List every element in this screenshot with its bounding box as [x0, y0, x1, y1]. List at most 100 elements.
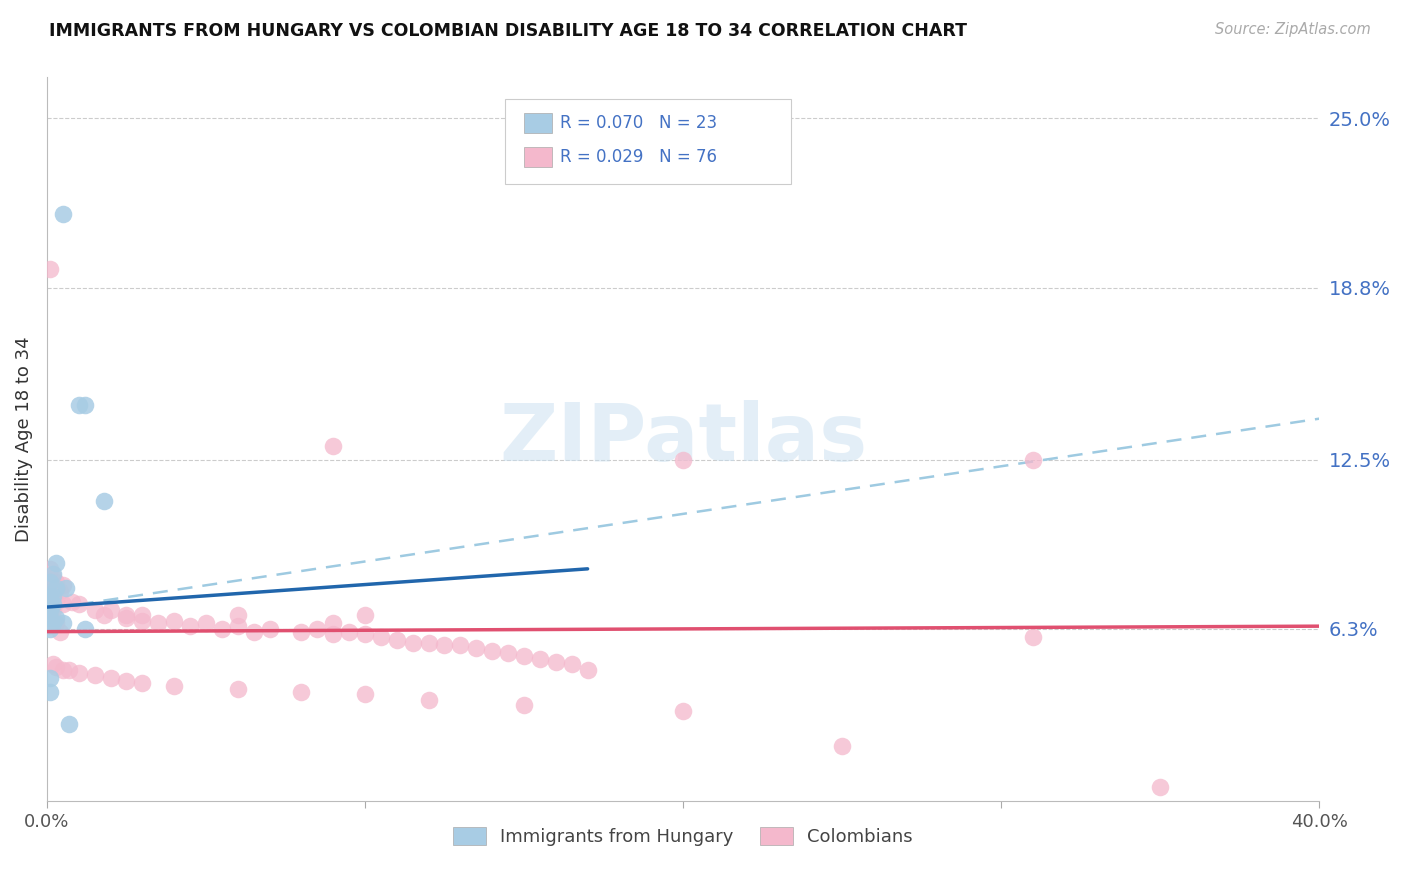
Point	[42, 603, 65, 617]
Point	[163, 679, 186, 693]
Point	[100, 671, 122, 685]
Point	[42, 575, 65, 590]
Point	[39, 611, 62, 625]
Point	[226, 619, 249, 633]
Point	[290, 624, 312, 639]
Point	[67, 597, 90, 611]
Point	[39, 562, 62, 576]
Y-axis label: Disability Age 18 to 34: Disability Age 18 to 34	[15, 336, 32, 542]
Point	[322, 616, 344, 631]
Point	[242, 624, 264, 639]
Point	[45, 557, 67, 571]
Point	[45, 575, 67, 590]
Point	[39, 622, 62, 636]
Point	[115, 608, 138, 623]
Point	[831, 739, 853, 754]
Point	[418, 635, 440, 649]
Point	[52, 616, 75, 631]
Point	[259, 622, 281, 636]
Point	[45, 660, 67, 674]
Text: ZIPatlas: ZIPatlas	[499, 401, 868, 478]
Point	[322, 627, 344, 641]
FancyBboxPatch shape	[524, 113, 553, 133]
Point	[93, 608, 115, 623]
Point	[58, 717, 80, 731]
Point	[55, 581, 77, 595]
Point	[42, 589, 65, 603]
Point	[39, 671, 62, 685]
Point	[39, 684, 62, 698]
Point	[52, 578, 75, 592]
Point	[226, 681, 249, 696]
Point	[42, 597, 65, 611]
Point	[42, 657, 65, 672]
Point	[93, 493, 115, 508]
Point	[45, 594, 67, 608]
FancyBboxPatch shape	[524, 147, 553, 167]
Legend: Immigrants from Hungary, Colombians: Immigrants from Hungary, Colombians	[446, 820, 921, 854]
Point	[67, 665, 90, 680]
Point	[73, 398, 96, 412]
Text: IMMIGRANTS FROM HUNGARY VS COLOMBIAN DISABILITY AGE 18 TO 34 CORRELATION CHART: IMMIGRANTS FROM HUNGARY VS COLOMBIAN DIS…	[49, 22, 967, 40]
Point	[179, 619, 201, 633]
Point	[433, 638, 456, 652]
Point	[45, 611, 67, 625]
Point	[52, 597, 75, 611]
Point	[52, 207, 75, 221]
FancyBboxPatch shape	[505, 99, 792, 184]
Point	[48, 583, 70, 598]
Point	[290, 684, 312, 698]
Point	[513, 698, 536, 713]
Point	[194, 616, 217, 631]
Point	[131, 608, 153, 623]
Point	[307, 622, 329, 636]
Point	[226, 608, 249, 623]
Point	[52, 663, 75, 677]
Point	[45, 616, 67, 631]
Point	[211, 622, 233, 636]
Point	[39, 603, 62, 617]
Point	[39, 606, 62, 620]
Point	[496, 647, 519, 661]
Point	[39, 575, 62, 590]
Text: Source: ZipAtlas.com: Source: ZipAtlas.com	[1215, 22, 1371, 37]
Point	[337, 624, 360, 639]
Point	[465, 640, 488, 655]
Point	[115, 611, 138, 625]
Text: R = 0.070   N = 23: R = 0.070 N = 23	[560, 114, 717, 132]
Point	[354, 687, 377, 701]
Point	[39, 594, 62, 608]
Point	[672, 452, 695, 467]
Point	[131, 676, 153, 690]
Point	[1149, 780, 1171, 795]
Point	[42, 570, 65, 584]
Point	[561, 657, 583, 672]
Point	[39, 619, 62, 633]
Point	[576, 663, 599, 677]
Point	[39, 261, 62, 276]
Point	[73, 622, 96, 636]
Point	[131, 614, 153, 628]
Point	[42, 616, 65, 631]
Point	[83, 668, 105, 682]
Point	[83, 603, 105, 617]
Point	[39, 600, 62, 615]
Point	[1022, 630, 1045, 644]
Point	[449, 638, 471, 652]
Point	[45, 581, 67, 595]
Point	[58, 663, 80, 677]
Point	[1022, 452, 1045, 467]
Point	[322, 439, 344, 453]
Point	[115, 673, 138, 688]
Point	[39, 589, 62, 603]
Point	[354, 627, 377, 641]
Point	[48, 624, 70, 639]
Text: R = 0.029   N = 76: R = 0.029 N = 76	[560, 148, 717, 166]
Point	[481, 644, 503, 658]
Point	[370, 630, 392, 644]
Point	[544, 655, 567, 669]
Point	[385, 632, 408, 647]
Point	[529, 652, 551, 666]
Point	[163, 614, 186, 628]
Point	[513, 649, 536, 664]
